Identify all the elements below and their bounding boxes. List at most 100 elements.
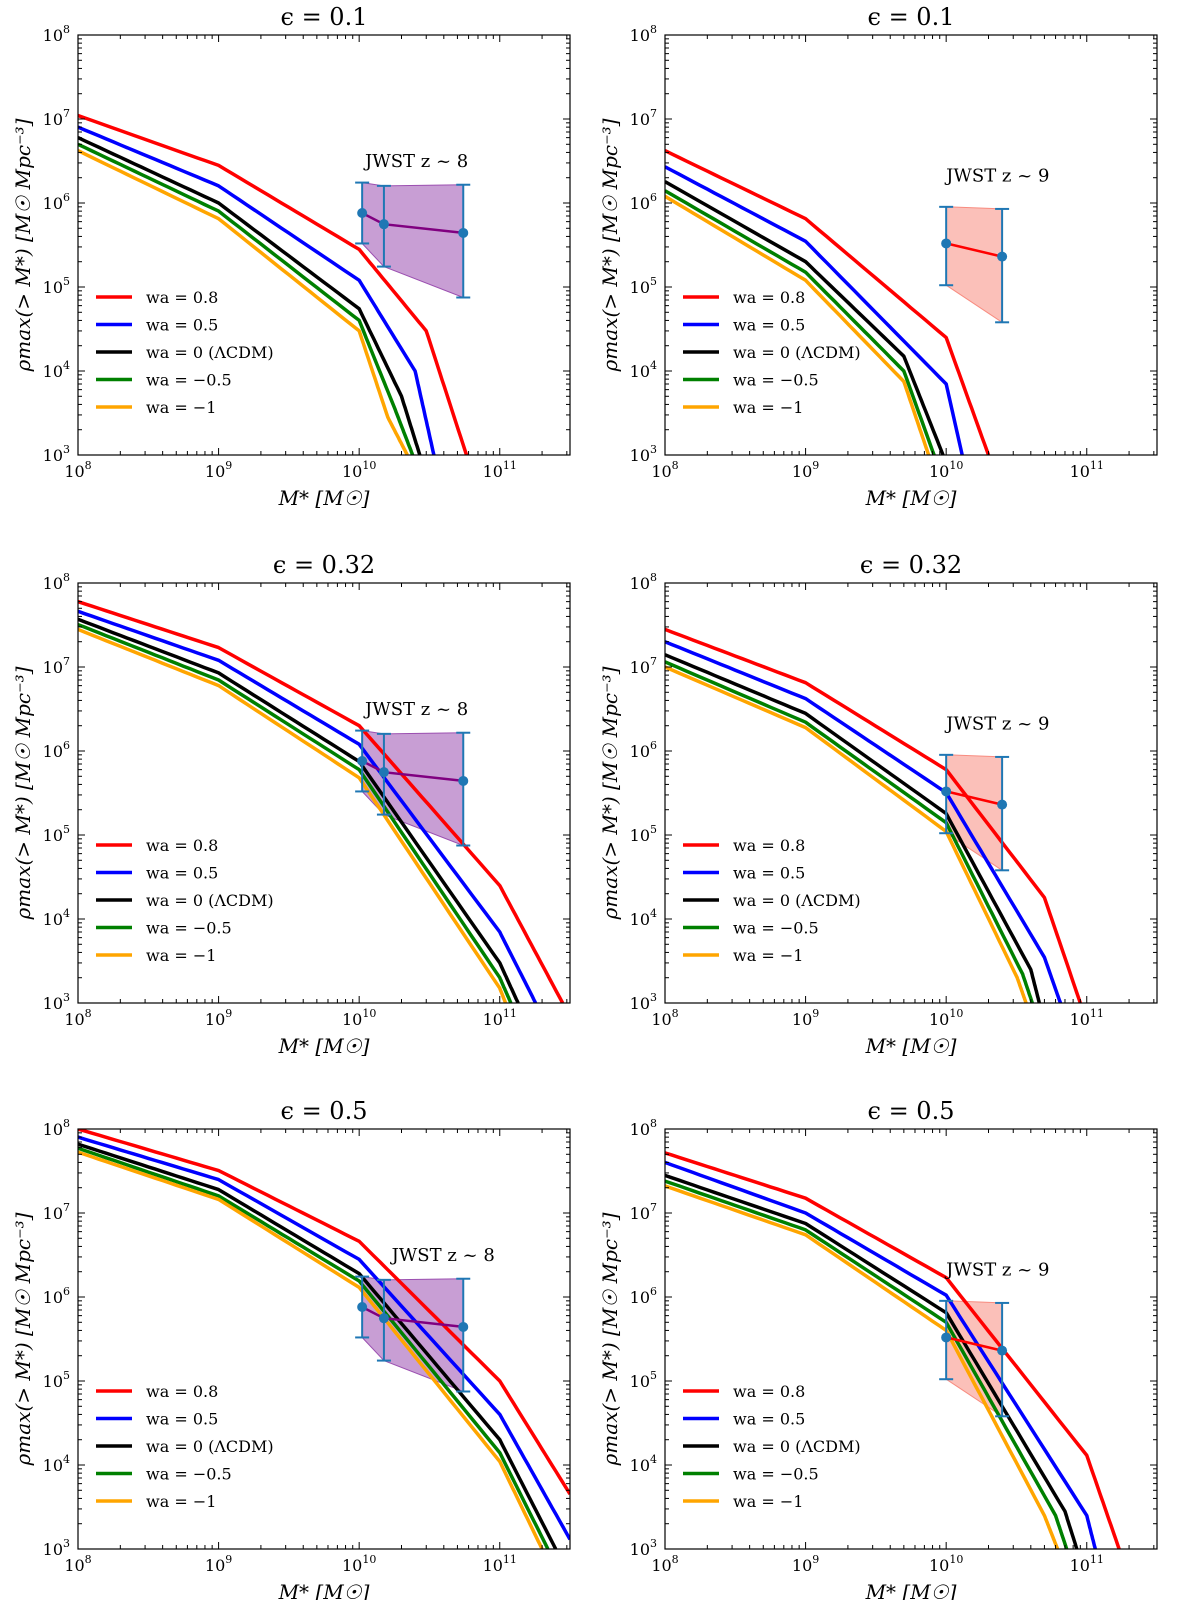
- tick-base: 10: [205, 1010, 225, 1029]
- jwst-label: JWST z ~ 9: [944, 166, 1049, 187]
- x-tick-label: 109: [792, 459, 819, 481]
- data-point: [941, 786, 952, 797]
- tick-exp: 10: [362, 1553, 376, 1566]
- tick-exp: 8: [672, 1007, 679, 1020]
- data-point: [997, 799, 1008, 810]
- tick-base: 10: [64, 462, 84, 481]
- data-point: [357, 1302, 368, 1313]
- y-tick-label: 106: [43, 1285, 70, 1307]
- tick-base: 10: [651, 1010, 671, 1029]
- series-line-4: [78, 622, 513, 1003]
- tick-exp: 8: [672, 1553, 679, 1566]
- y-tick-label: 105: [630, 275, 657, 297]
- legend-label-4: wa = −0.5: [733, 371, 819, 390]
- x-tick-label: 109: [792, 1553, 819, 1575]
- legend: wa = 0.8 wa = 0.5 wa = 0 (ΛCDM) wa = −0.5 wa…: [683, 1382, 861, 1511]
- tick-base: 10: [630, 994, 650, 1013]
- legend: wa = 0.8 wa = 0.5 wa = 0 (ΛCDM) wa = −0.5 wa…: [683, 288, 861, 417]
- y-tick-label: 104: [630, 907, 657, 929]
- tick-base: 10: [64, 1556, 84, 1575]
- tick-base: 10: [43, 1288, 63, 1307]
- tick-exp: 3: [63, 1537, 70, 1550]
- data-point: [357, 208, 368, 219]
- legend-label-4: wa = −0.5: [733, 1465, 819, 1484]
- y-tick-label: 104: [630, 1453, 657, 1475]
- tick-exp: 7: [63, 107, 70, 120]
- tick-exp: 8: [650, 23, 657, 36]
- series-line-4: [665, 189, 936, 455]
- tick-base: 10: [630, 1456, 650, 1475]
- jwst-band: [945, 754, 1003, 872]
- series-line-1: [78, 113, 469, 455]
- data-point: [458, 1321, 469, 1332]
- y-tick-label: 105: [630, 1369, 657, 1391]
- tick-exp: 5: [63, 823, 70, 836]
- plot-area: [665, 149, 1010, 455]
- x-tick-label: 1010: [342, 1553, 376, 1575]
- tick-exp: 8: [650, 571, 657, 584]
- tick-exp: 8: [650, 1117, 657, 1130]
- series-line-2: [665, 1160, 1098, 1549]
- legend-label-3: wa = 0 (ΛCDM): [733, 343, 861, 362]
- axes-frame: [77, 1128, 571, 1550]
- y-tick-label: 108: [43, 1117, 70, 1139]
- tick-exp: 10: [949, 1007, 963, 1020]
- legend-label-3: wa = 0 (ΛCDM): [146, 1437, 274, 1456]
- y-tick-label: 108: [43, 23, 70, 45]
- tick-base: 10: [43, 1540, 63, 1559]
- series-line-2: [665, 165, 964, 455]
- tick-base: 10: [630, 574, 650, 593]
- tick-exp: 6: [63, 191, 70, 204]
- jwst-label: JWST z ~ 9: [944, 1260, 1049, 1281]
- x-tick-label: 109: [792, 1007, 819, 1029]
- y-tick-label: 108: [43, 571, 70, 593]
- x-tick-label: 109: [205, 459, 232, 481]
- axes-frame: [664, 34, 1158, 456]
- legend-label-3: wa = 0 (ΛCDM): [733, 1437, 861, 1456]
- tick-exp: 6: [650, 739, 657, 752]
- series-line-5: [78, 1150, 544, 1549]
- series-line-3: [78, 136, 422, 455]
- y-tick-label: 108: [630, 1117, 657, 1139]
- legend-label-3: wa = 0 (ΛCDM): [146, 343, 274, 362]
- legend-label-5: wa = −1: [146, 1492, 216, 1511]
- data-point: [378, 767, 389, 778]
- tick-exp: 3: [63, 443, 70, 456]
- tick-exp: 10: [949, 459, 963, 472]
- tick-base: 10: [43, 1120, 63, 1139]
- tick-exp: 9: [812, 1007, 819, 1020]
- tick-base: 10: [630, 278, 650, 297]
- tick-base: 10: [43, 910, 63, 929]
- y-tick-label: 108: [630, 23, 657, 45]
- series-line-1: [78, 599, 565, 1003]
- x-tick-label: 108: [64, 1553, 91, 1575]
- x-tick-label: 108: [651, 1553, 678, 1575]
- x-tick-label: 108: [651, 459, 678, 481]
- plot-area: [78, 113, 471, 455]
- data-point: [941, 238, 952, 249]
- tick-base: 10: [630, 1204, 650, 1223]
- series-line-2: [78, 609, 538, 1003]
- series-line-2: [78, 125, 436, 455]
- y-axis-label: ρmax(> M*) [M☉ Mpc⁻³]: [598, 118, 622, 372]
- jwst-label: JWST z ~ 8: [363, 151, 468, 172]
- x-tick-label: 1011: [1070, 1007, 1104, 1029]
- legend-label-3: wa = 0 (ΛCDM): [733, 891, 861, 910]
- legend-label-2: wa = 0.5: [733, 1410, 805, 1429]
- tick-exp: 8: [85, 1553, 92, 1566]
- x-tick-label: 1010: [342, 1007, 376, 1029]
- tick-base: 10: [483, 1010, 503, 1029]
- tick-base: 10: [1070, 1556, 1090, 1575]
- axes-frame: [77, 582, 571, 1004]
- y-tick-label: 108: [630, 571, 657, 593]
- legend: wa = 0.8 wa = 0.5 wa = 0 (ΛCDM) wa = −0.5 wa…: [96, 288, 274, 417]
- data-point: [458, 775, 469, 786]
- jwst-label: JWST z ~ 9: [944, 714, 1049, 735]
- legend-label-5: wa = −1: [146, 398, 216, 417]
- tick-exp: 10: [362, 459, 376, 472]
- panel-title: ϵ = 0.32: [860, 551, 962, 579]
- tick-exp: 6: [63, 1285, 70, 1298]
- tick-exp: 3: [650, 1537, 657, 1550]
- tick-exp: 9: [225, 1007, 232, 1020]
- legend-label-5: wa = −1: [146, 946, 216, 965]
